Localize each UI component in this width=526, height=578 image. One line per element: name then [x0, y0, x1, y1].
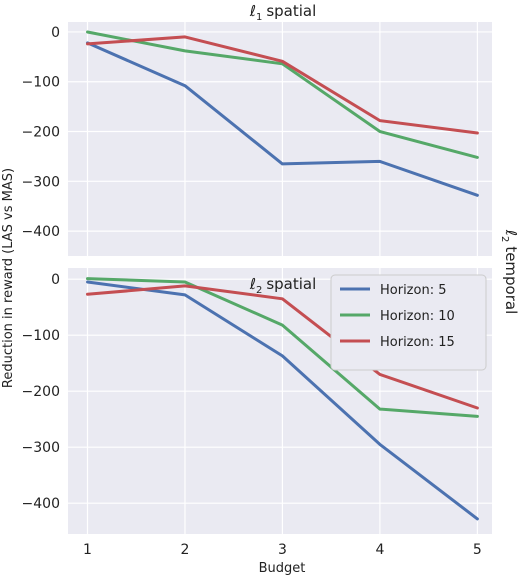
top-y-ticks: 0 −100 −200 −300 −400 [22, 25, 60, 240]
top-series-line-horizon-10 [86, 30, 479, 159]
legend-label: Horizon: 10 [380, 309, 455, 324]
bottom-y-tick-label: −200 [22, 384, 60, 400]
top-y-tick-label: −100 [22, 75, 60, 91]
bottom-series-line-horizon-5 [86, 280, 479, 521]
x-axis-title: Budget [259, 561, 306, 576]
legend-label: Horizon: 15 [380, 335, 455, 350]
x-tick-label: 2 [181, 542, 190, 558]
top-series-lines [86, 30, 479, 197]
bottom-series-line-horizon-15 [86, 284, 479, 410]
bottom-y-tick-label: −100 [22, 328, 60, 344]
legend-box [330, 274, 487, 371]
legend-label: Horizon: 5 [380, 283, 447, 298]
top-panel-title: ℓ1 spatial [249, 2, 317, 23]
bottom-y-tick-label: 0 [51, 272, 60, 288]
top-y-tick-label: 0 [51, 25, 60, 41]
bottom-panel-title: ℓ2 spatial [249, 275, 317, 296]
top-y-tick-label: −300 [22, 174, 60, 190]
y-axis-title: Reduction in reward (LAS vs MAS) [1, 168, 16, 388]
bottom-series-lines [86, 277, 479, 521]
top-panel: 0 −100 −200 −300 −400 ℓ1 spatial [22, 2, 492, 256]
legend: Horizon: 5 Horizon: 10 Horizon: 15 [330, 274, 487, 371]
bottom-y-tick-label: −400 [22, 496, 60, 512]
top-series-line-horizon-5 [86, 41, 479, 197]
bottom-y-tick-label: −300 [22, 440, 60, 456]
x-tick-label: 3 [278, 542, 287, 558]
x-tick-label: 5 [473, 542, 482, 558]
top-y-tick-label: −400 [22, 224, 60, 240]
top-series-line-horizon-15 [86, 35, 479, 135]
x-tick-label: 4 [375, 542, 384, 558]
x-ticks: 1 2 3 4 5 [83, 542, 482, 558]
side-label: ℓ2temporal [499, 229, 520, 315]
top-y-tick-label: −200 [22, 125, 60, 141]
bottom-series-line-horizon-10 [86, 277, 479, 418]
top-plot-area [68, 22, 492, 256]
bottom-y-ticks: 0 −100 −200 −300 −400 [22, 272, 60, 512]
x-tick-label: 1 [83, 542, 92, 558]
bottom-panel: 0 −100 −200 −300 −400 1 2 3 4 5 ℓ2 spatial Horizo… [22, 268, 492, 558]
legend-items: Horizon: 5 Horizon: 10 Horizon: 15 [340, 283, 455, 350]
